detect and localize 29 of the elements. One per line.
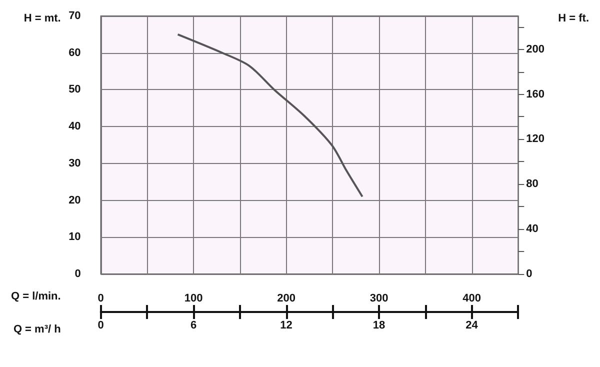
y-tick-label: 70 — [68, 10, 81, 22]
line-series — [176, 33, 364, 198]
y-tick-label: 60 — [68, 46, 81, 59]
y2-tick-label: 0 — [526, 268, 532, 280]
x-tick-label: 100 — [184, 292, 203, 304]
x2-tick-label: 18 — [372, 320, 386, 332]
y2-tick-label: 40 — [526, 223, 538, 236]
y2-axis-title: H = ft. — [558, 12, 590, 24]
x2-tick-label: 0 — [98, 320, 104, 332]
y-tick-label: 10 — [68, 231, 81, 244]
x2-tick-label: 24 — [466, 320, 479, 332]
y2-tick-label: 120 — [526, 133, 544, 146]
x-tick-label: 300 — [370, 292, 388, 304]
x-tick-label: 200 — [277, 292, 296, 304]
x-tick-label: 0 — [98, 292, 104, 304]
y2-tick-label: 200 — [526, 43, 544, 56]
y-tick-label: 50 — [68, 84, 81, 96]
y-axis-title: H = mt. — [24, 12, 61, 24]
y-tick-label: 20 — [68, 194, 81, 206]
x-tick-label: 400 — [462, 292, 481, 304]
y2-tick-label: 160 — [526, 88, 544, 100]
y-tick-label: 40 — [68, 120, 81, 133]
x2-tick-label: 6 — [190, 320, 197, 332]
x-axis-title: Q = l/min. — [10, 290, 61, 302]
x2-axis-title: Q = m³/ h — [13, 324, 62, 336]
y-tick-label: 30 — [68, 157, 81, 170]
y-tick-label: 0 — [74, 268, 81, 280]
x2-tick-label: 12 — [280, 320, 292, 332]
y2-tick-label: 80 — [526, 178, 538, 190]
